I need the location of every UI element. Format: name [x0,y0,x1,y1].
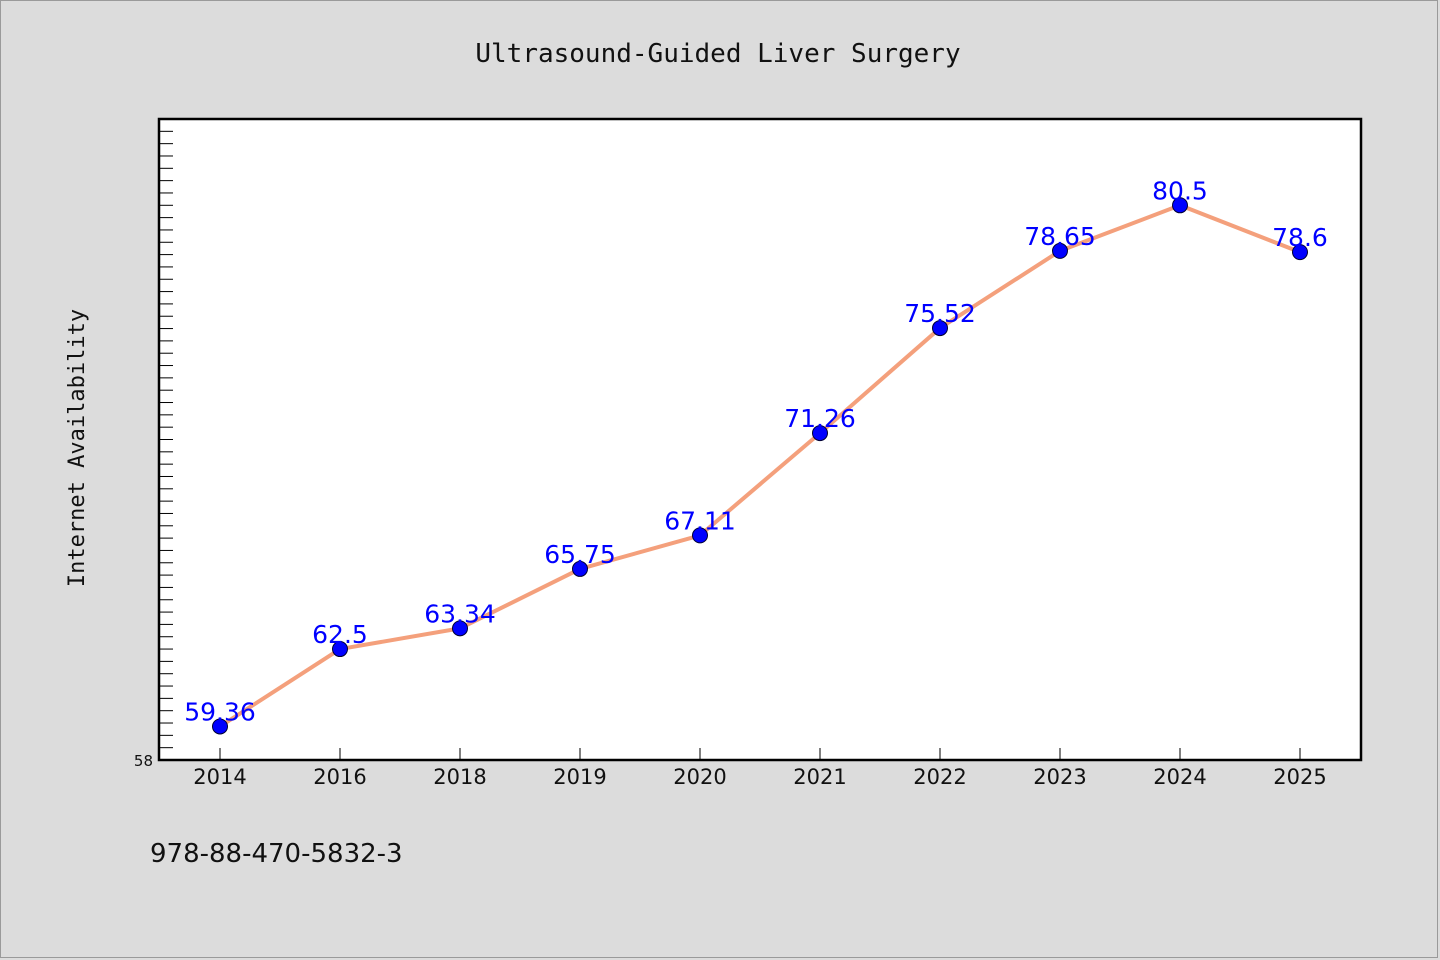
x-tick-label: 2023 [1033,765,1086,789]
x-tick-label: 2018 [433,765,486,789]
data-labels: 59.36 62.5 63.34 65.75 67.11 71.26 75.52 78.65 8… [184,176,1328,726]
x-tick-label: 2025 [1273,765,1326,789]
data-label: 65.75 [544,540,616,569]
y-axis-ticks: 58 [134,130,173,770]
series-layer [212,197,1308,735]
data-label: 59.36 [184,697,256,726]
data-point [452,620,468,637]
data-label: 67.11 [664,506,736,535]
data-point [812,425,828,442]
isbn-footer: 978-88-470-5832-3 [150,839,403,869]
x-tick-label: 2019 [553,765,606,789]
data-label: 71.26 [784,404,856,433]
chart-title: Ultrasound-Guided Liver Surgery [475,39,960,69]
data-label: 80.5 [1152,176,1208,205]
data-point [1292,244,1308,261]
x-axis-ticks: 2014 2016 2018 2019 2020 2021 2022 2023 2024 2025 [193,748,1327,789]
data-point [332,641,348,658]
data-label: 78.6 [1272,223,1328,252]
y-axis-label: Internet Availability [65,309,90,587]
x-tick-label: 2016 [313,765,366,789]
data-point [692,527,708,544]
series-line [218,203,1302,729]
data-point [572,560,588,577]
x-tick-label: 2020 [673,765,726,789]
plot-area [157,117,1363,762]
x-tick-label: 2022 [913,765,966,789]
data-point [1052,242,1068,259]
data-point [932,320,948,337]
data-label: 75.52 [904,299,976,328]
data-point [212,718,228,735]
x-tick-label: 2021 [793,765,846,789]
data-label: 78.65 [1024,222,1096,251]
y-tick-label: 58 [134,752,153,770]
x-tick-label: 2024 [1153,765,1206,789]
x-tick-label: 2014 [193,765,246,789]
data-label: 63.34 [424,599,496,628]
data-point [1172,197,1188,214]
data-label: 62.5 [312,620,368,649]
